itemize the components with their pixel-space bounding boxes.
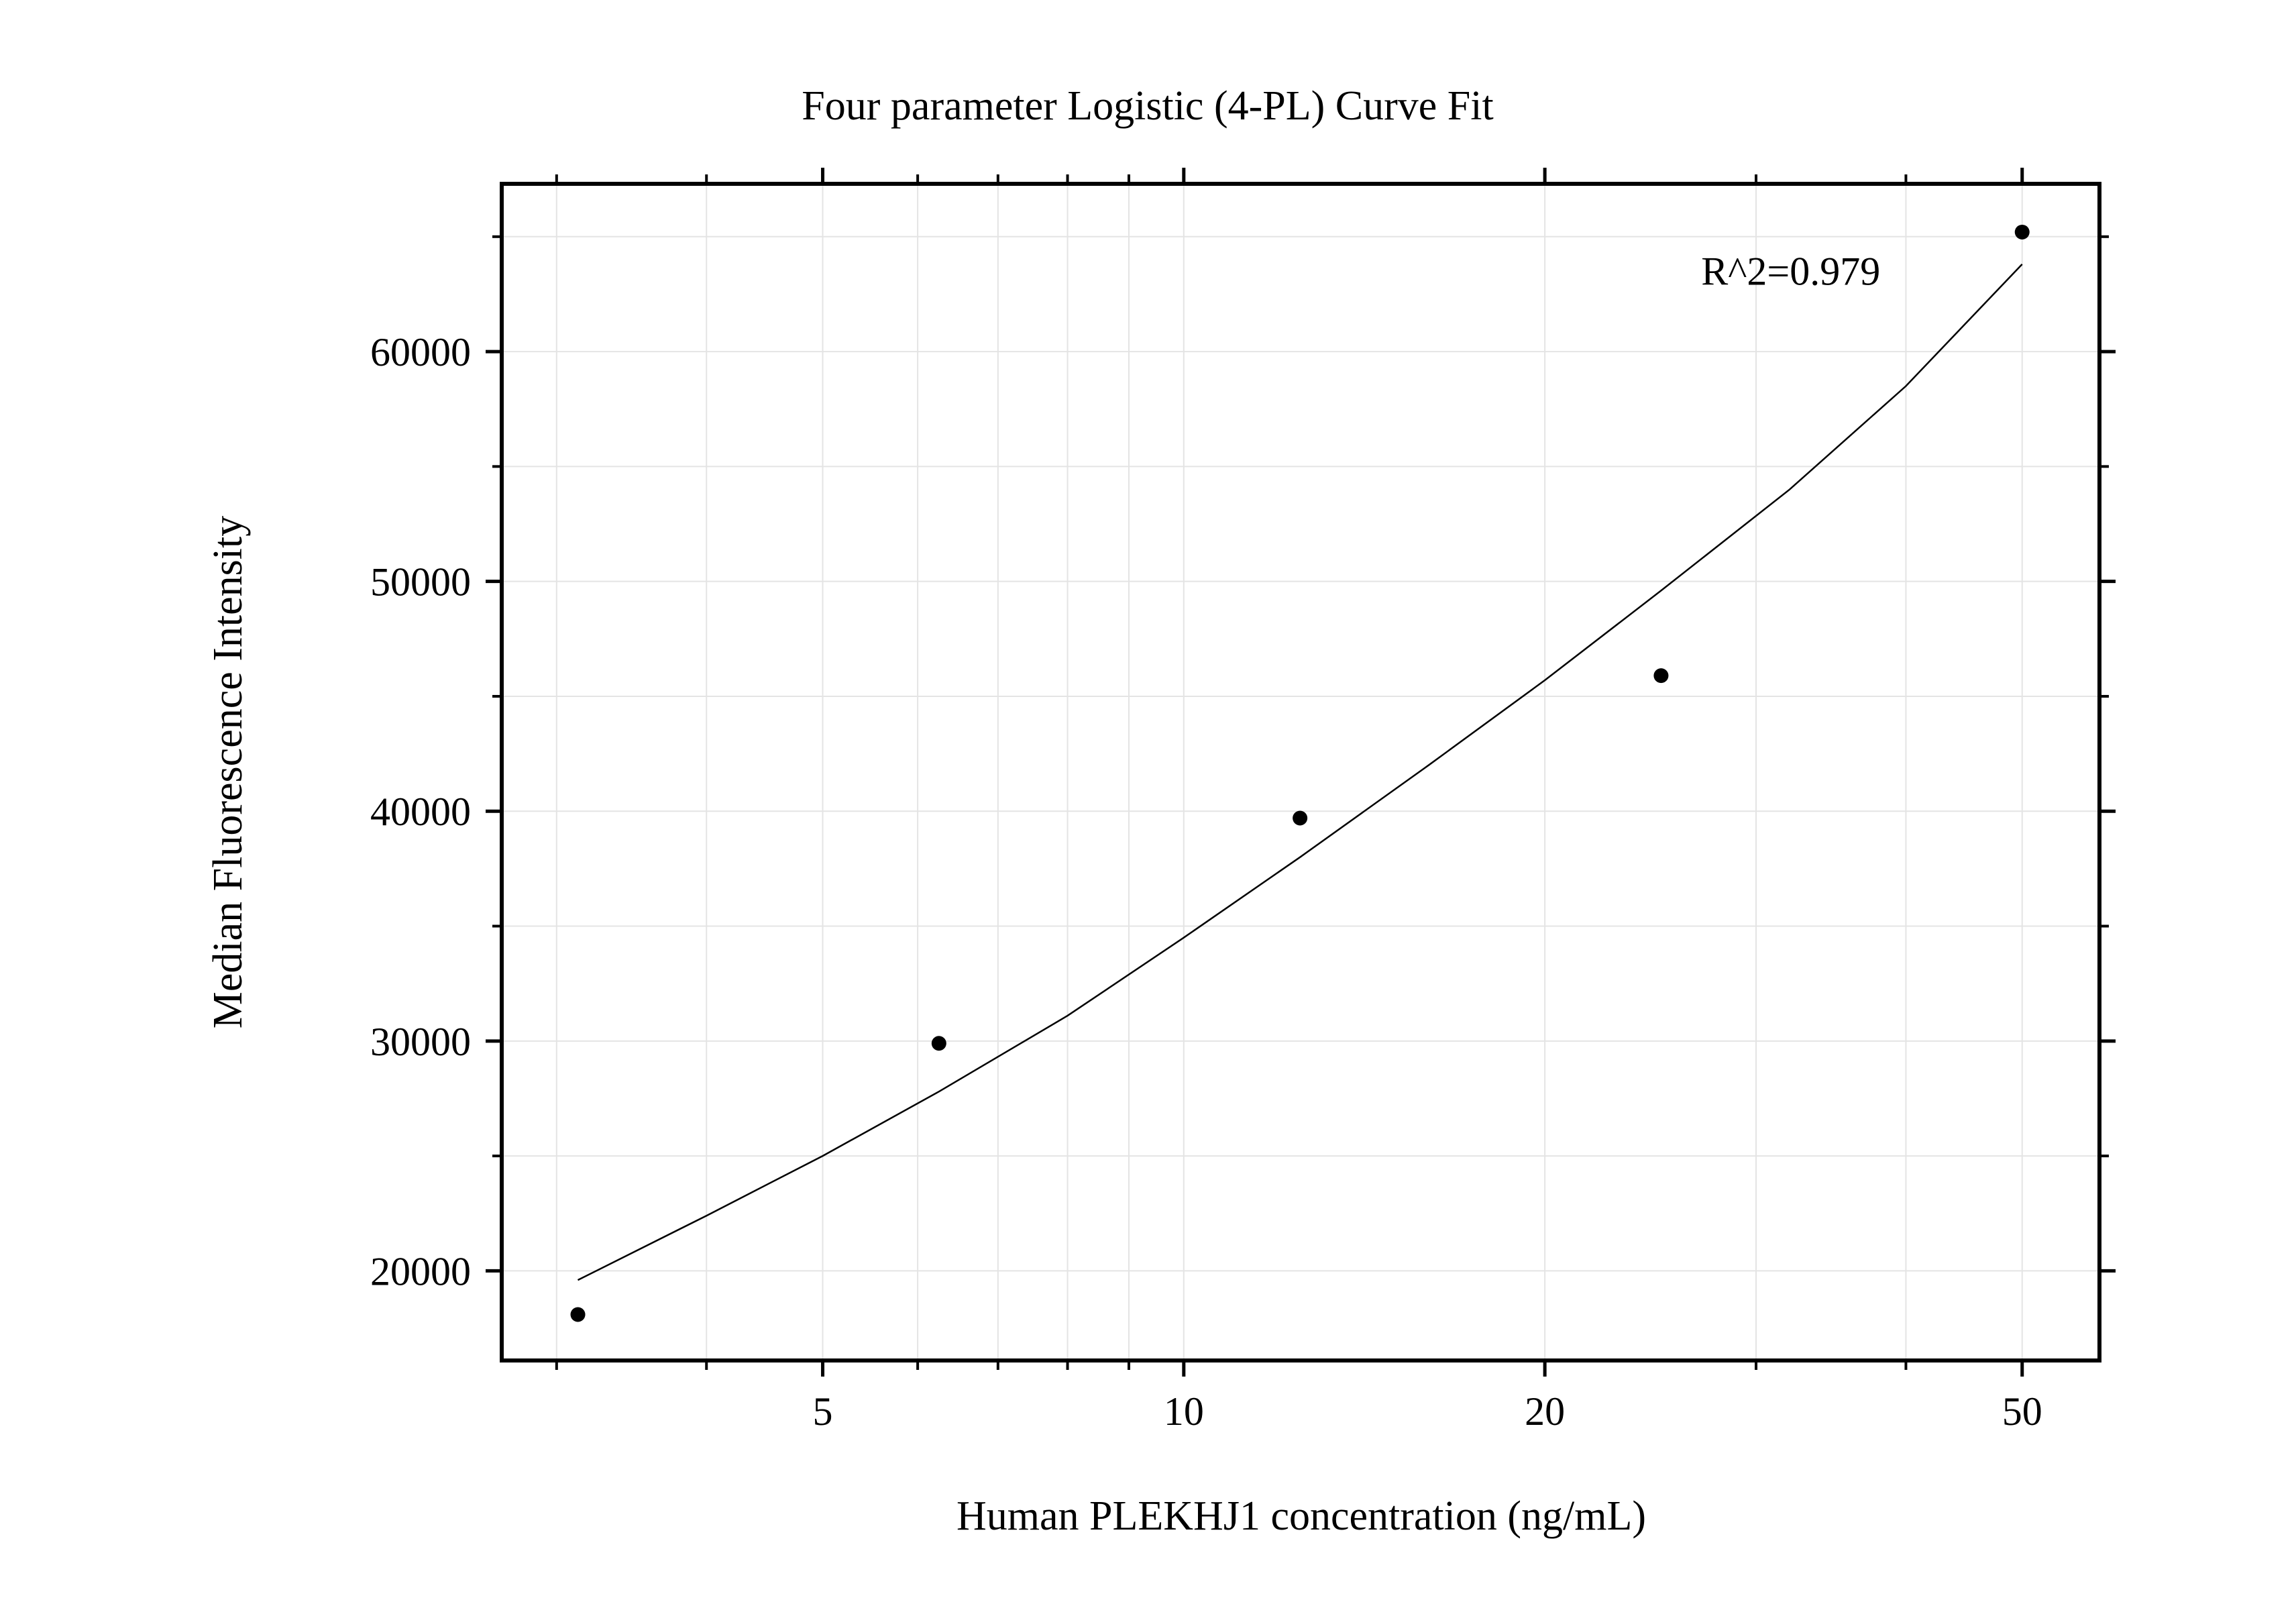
- data-point: [570, 1307, 586, 1322]
- x-tick-label: 10: [1164, 1389, 1204, 1434]
- x-axis-title: Human PLEKHJ1 concentration (ng/mL): [956, 1493, 1646, 1539]
- y-axis-title: Median Fluorescence Intensity: [205, 516, 251, 1028]
- y-tick-label: 20000: [370, 1249, 471, 1293]
- data-point: [931, 1036, 946, 1051]
- y-axis-ticks: 20000 30000 40000 50000 60000: [370, 235, 2116, 1293]
- chart-title: Four parameter Logistic (4-PL) Curve Fit: [802, 83, 1493, 129]
- data-point: [1653, 668, 1669, 684]
- data-point: [2014, 224, 2030, 239]
- x-tick-label: 20: [1525, 1389, 1565, 1434]
- fit-curve: [577, 264, 2023, 1281]
- y-tick-label: 40000: [370, 790, 471, 834]
- r-squared-annotation: R^2=0.979: [1701, 250, 1880, 294]
- grid: [502, 184, 2099, 1360]
- series-layer: [570, 224, 2030, 1322]
- y-tick-label: 50000: [370, 560, 471, 604]
- data-point: [1293, 810, 1308, 826]
- x-tick-label: 5: [813, 1389, 833, 1434]
- x-axis-ticks: 5 10 20 50: [555, 168, 2042, 1434]
- y-tick-label: 60000: [370, 330, 471, 374]
- plot-frame: [500, 182, 2101, 1362]
- x-tick-label: 50: [2002, 1389, 2042, 1434]
- y-tick-label: 30000: [370, 1020, 471, 1064]
